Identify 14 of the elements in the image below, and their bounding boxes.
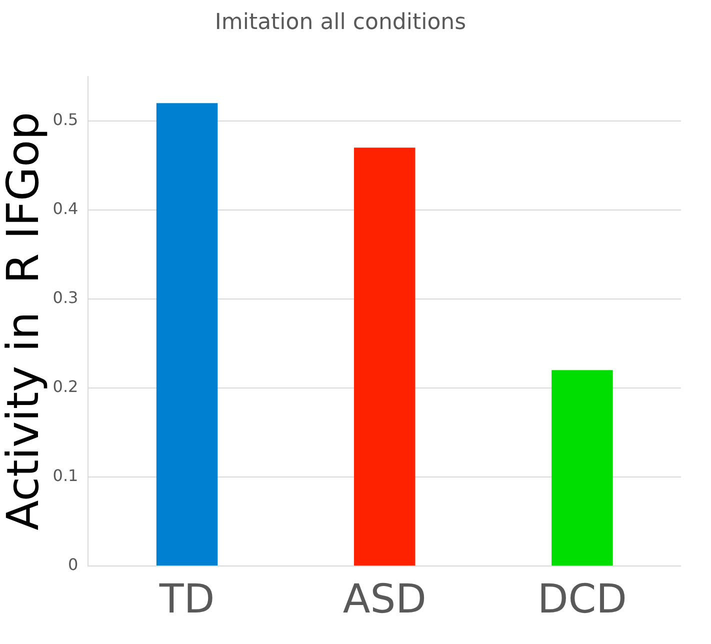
y-tick-label: 0.5 (52, 110, 78, 130)
bar (552, 370, 613, 566)
y-tick-label: 0.2 (52, 377, 78, 396)
y-tick-label: 0.4 (52, 199, 78, 218)
x-tick-label: ASD (342, 576, 426, 622)
y-tick-label: 0.1 (52, 466, 78, 486)
y-axis-title: Activity in R IFGop (0, 112, 49, 530)
x-tick-label: TD (158, 576, 215, 622)
bar (156, 103, 218, 566)
bar (354, 148, 416, 566)
y-tick-label: 0.3 (52, 288, 78, 308)
x-tick-label: DCD (537, 576, 627, 622)
y-tick-label: 0 (68, 555, 78, 574)
chart-title: Imitation all conditions (214, 10, 466, 35)
